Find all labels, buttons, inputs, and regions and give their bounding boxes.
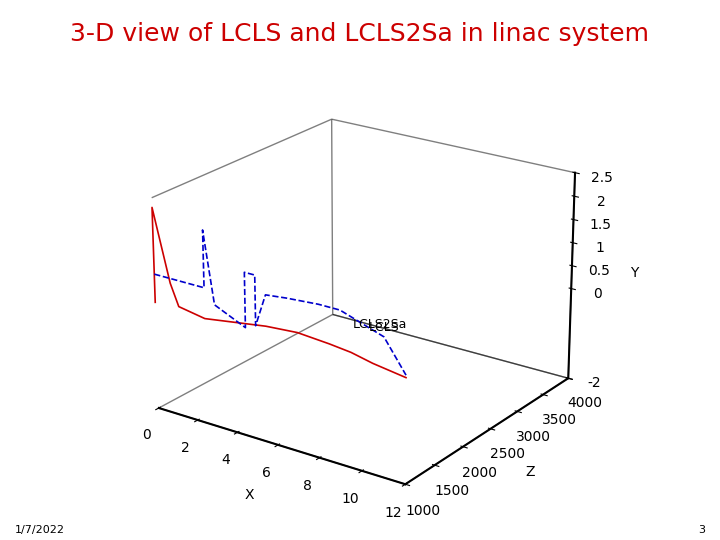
Text: 1/7/2022: 1/7/2022 xyxy=(14,524,64,535)
X-axis label: X: X xyxy=(245,488,254,502)
Text: 3: 3 xyxy=(698,524,706,535)
Y-axis label: Z: Z xyxy=(525,465,534,480)
Text: 3-D view of LCLS and LCLS2Sa in linac system: 3-D view of LCLS and LCLS2Sa in linac sy… xyxy=(71,22,649,45)
